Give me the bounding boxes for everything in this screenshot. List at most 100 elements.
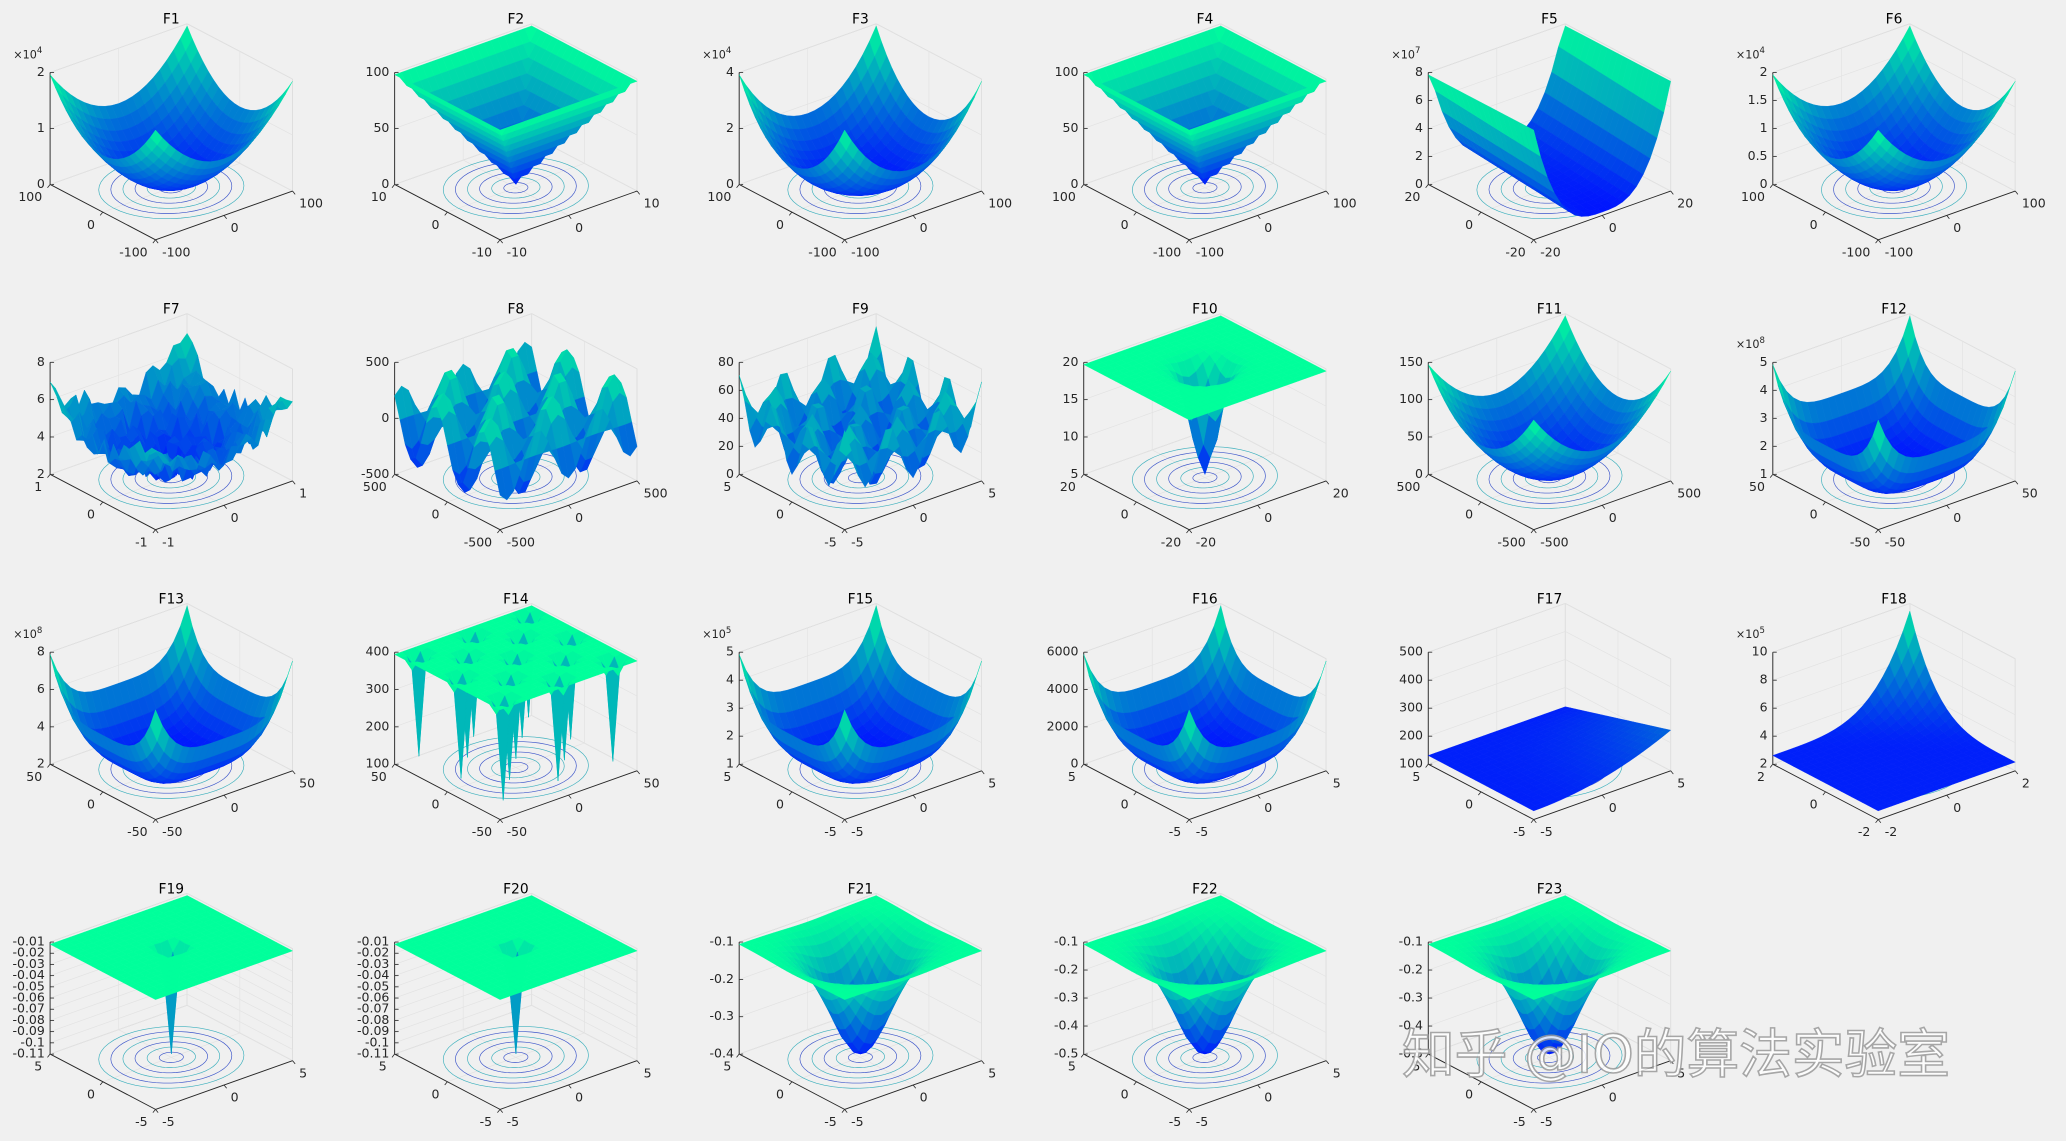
z-tick-label: 15 [1063, 391, 1079, 406]
subplot-title: F9 [852, 302, 869, 318]
y-tick [155, 239, 159, 244]
z-tick-label: 150 [1399, 354, 1423, 369]
z-tick-label: 50 [373, 120, 389, 135]
x-axis [1772, 184, 1879, 241]
x-axis [394, 473, 501, 531]
y-tick [1257, 505, 1261, 509]
x-axis [1083, 184, 1190, 241]
z-tick-label: 4 [726, 64, 734, 79]
x-tick-label: 500 [363, 479, 387, 494]
y-tick-label: -1 [162, 534, 174, 549]
y-tick-label: 0 [920, 220, 928, 235]
y-tick [912, 505, 917, 509]
z-tick-label: 100 [1055, 64, 1079, 79]
y-axis [1188, 190, 1327, 241]
y-tick [292, 190, 296, 195]
subplot-title: F8 [507, 302, 524, 318]
y-tick-label: 100 [988, 196, 1012, 211]
x-tick-label: 0 [776, 217, 784, 232]
z-tick-label: 0.5 [1748, 148, 1768, 163]
surface-patch [1658, 371, 1671, 392]
z-multiplier-power: 4 [37, 46, 42, 56]
x-tick-label: 0 [87, 217, 95, 232]
z-tick-label: 8 [37, 354, 45, 369]
x-tick [788, 501, 793, 506]
x-tick [444, 211, 448, 216]
z-tick-label: 1 [1760, 120, 1768, 135]
y-tick-label: 20 [1677, 196, 1693, 211]
z-tick-label: 80 [718, 354, 734, 369]
y-axis [1533, 480, 1671, 531]
y-tick-label: 100 [2022, 196, 2046, 211]
x-tick-label: 0 [776, 507, 784, 522]
y-tick-label: 0 [231, 220, 239, 235]
x-axis [1083, 473, 1190, 531]
z-multiplier-power: 4 [726, 46, 731, 56]
y-tick-label: -5 [851, 534, 863, 549]
x-tick-label: 100 [18, 189, 42, 204]
z-tick-label: 0 [381, 410, 389, 425]
x-tick-label: -5 [824, 534, 836, 549]
x-axis [49, 184, 156, 241]
surface-patch [738, 74, 752, 101]
subplot-title: F2 [507, 12, 524, 28]
y-tick-label: 1 [299, 486, 307, 501]
y-axis [1188, 480, 1327, 531]
x-tick-label: 0 [87, 507, 95, 522]
x-tick [788, 211, 793, 216]
y-tick-label: 0 [1609, 510, 1617, 525]
x-tick [1186, 529, 1190, 534]
y-axis [1878, 190, 2016, 241]
z-tick-label: 10 [1063, 428, 1079, 443]
surface-patch [274, 88, 288, 108]
x-axis [394, 184, 501, 241]
subplot-title: F10 [1192, 302, 1218, 318]
surface-patch [280, 81, 293, 102]
y-tick-label: 10 [644, 196, 660, 211]
x-tick-label: 0 [431, 217, 439, 232]
x-tick-label: -20 [1161, 534, 1181, 549]
x-tick [841, 529, 845, 534]
surface-patch [1772, 74, 1786, 96]
y-axis [155, 190, 293, 241]
z-multiplier-power: 4 [1760, 46, 1765, 56]
surface-patch [1997, 88, 2011, 108]
y-tick-label: -500 [1540, 534, 1568, 549]
z-tick-label: 40 [718, 410, 734, 425]
x-tick [1530, 239, 1534, 244]
z-multiplier: ×104 [702, 46, 731, 62]
y-tick-label: -100 [1885, 244, 1913, 259]
y-tick [1670, 480, 1674, 485]
y-tick [1533, 239, 1537, 244]
y-tick-label: 0 [575, 220, 583, 235]
y-tick [292, 480, 296, 485]
x-tick-label: 500 [1397, 479, 1421, 494]
y-tick [223, 215, 227, 219]
x-tick [1530, 529, 1534, 534]
x-tick [1822, 211, 1826, 216]
y-tick [1601, 215, 1606, 219]
z-tick-label: 20 [718, 438, 734, 453]
x-tick [736, 474, 740, 478]
y-tick [844, 239, 848, 244]
x-tick-label: -100 [1842, 244, 1870, 259]
x-axis [1428, 184, 1534, 241]
x-tick-label: -20 [1505, 244, 1525, 259]
x-tick-label: -500 [1497, 534, 1525, 549]
z-tick-label: 2 [726, 120, 734, 135]
y-tick [499, 529, 503, 534]
z-multiplier-power: 7 [1415, 46, 1420, 56]
x-tick-label: 10 [371, 189, 387, 204]
y-axis [155, 480, 293, 531]
z-tick-label: 6 [37, 391, 45, 406]
y-axis [844, 190, 982, 241]
y-tick-label: -10 [507, 244, 527, 259]
x-tick-label: 0 [1465, 507, 1473, 522]
z-tick-label: 2 [37, 64, 45, 79]
